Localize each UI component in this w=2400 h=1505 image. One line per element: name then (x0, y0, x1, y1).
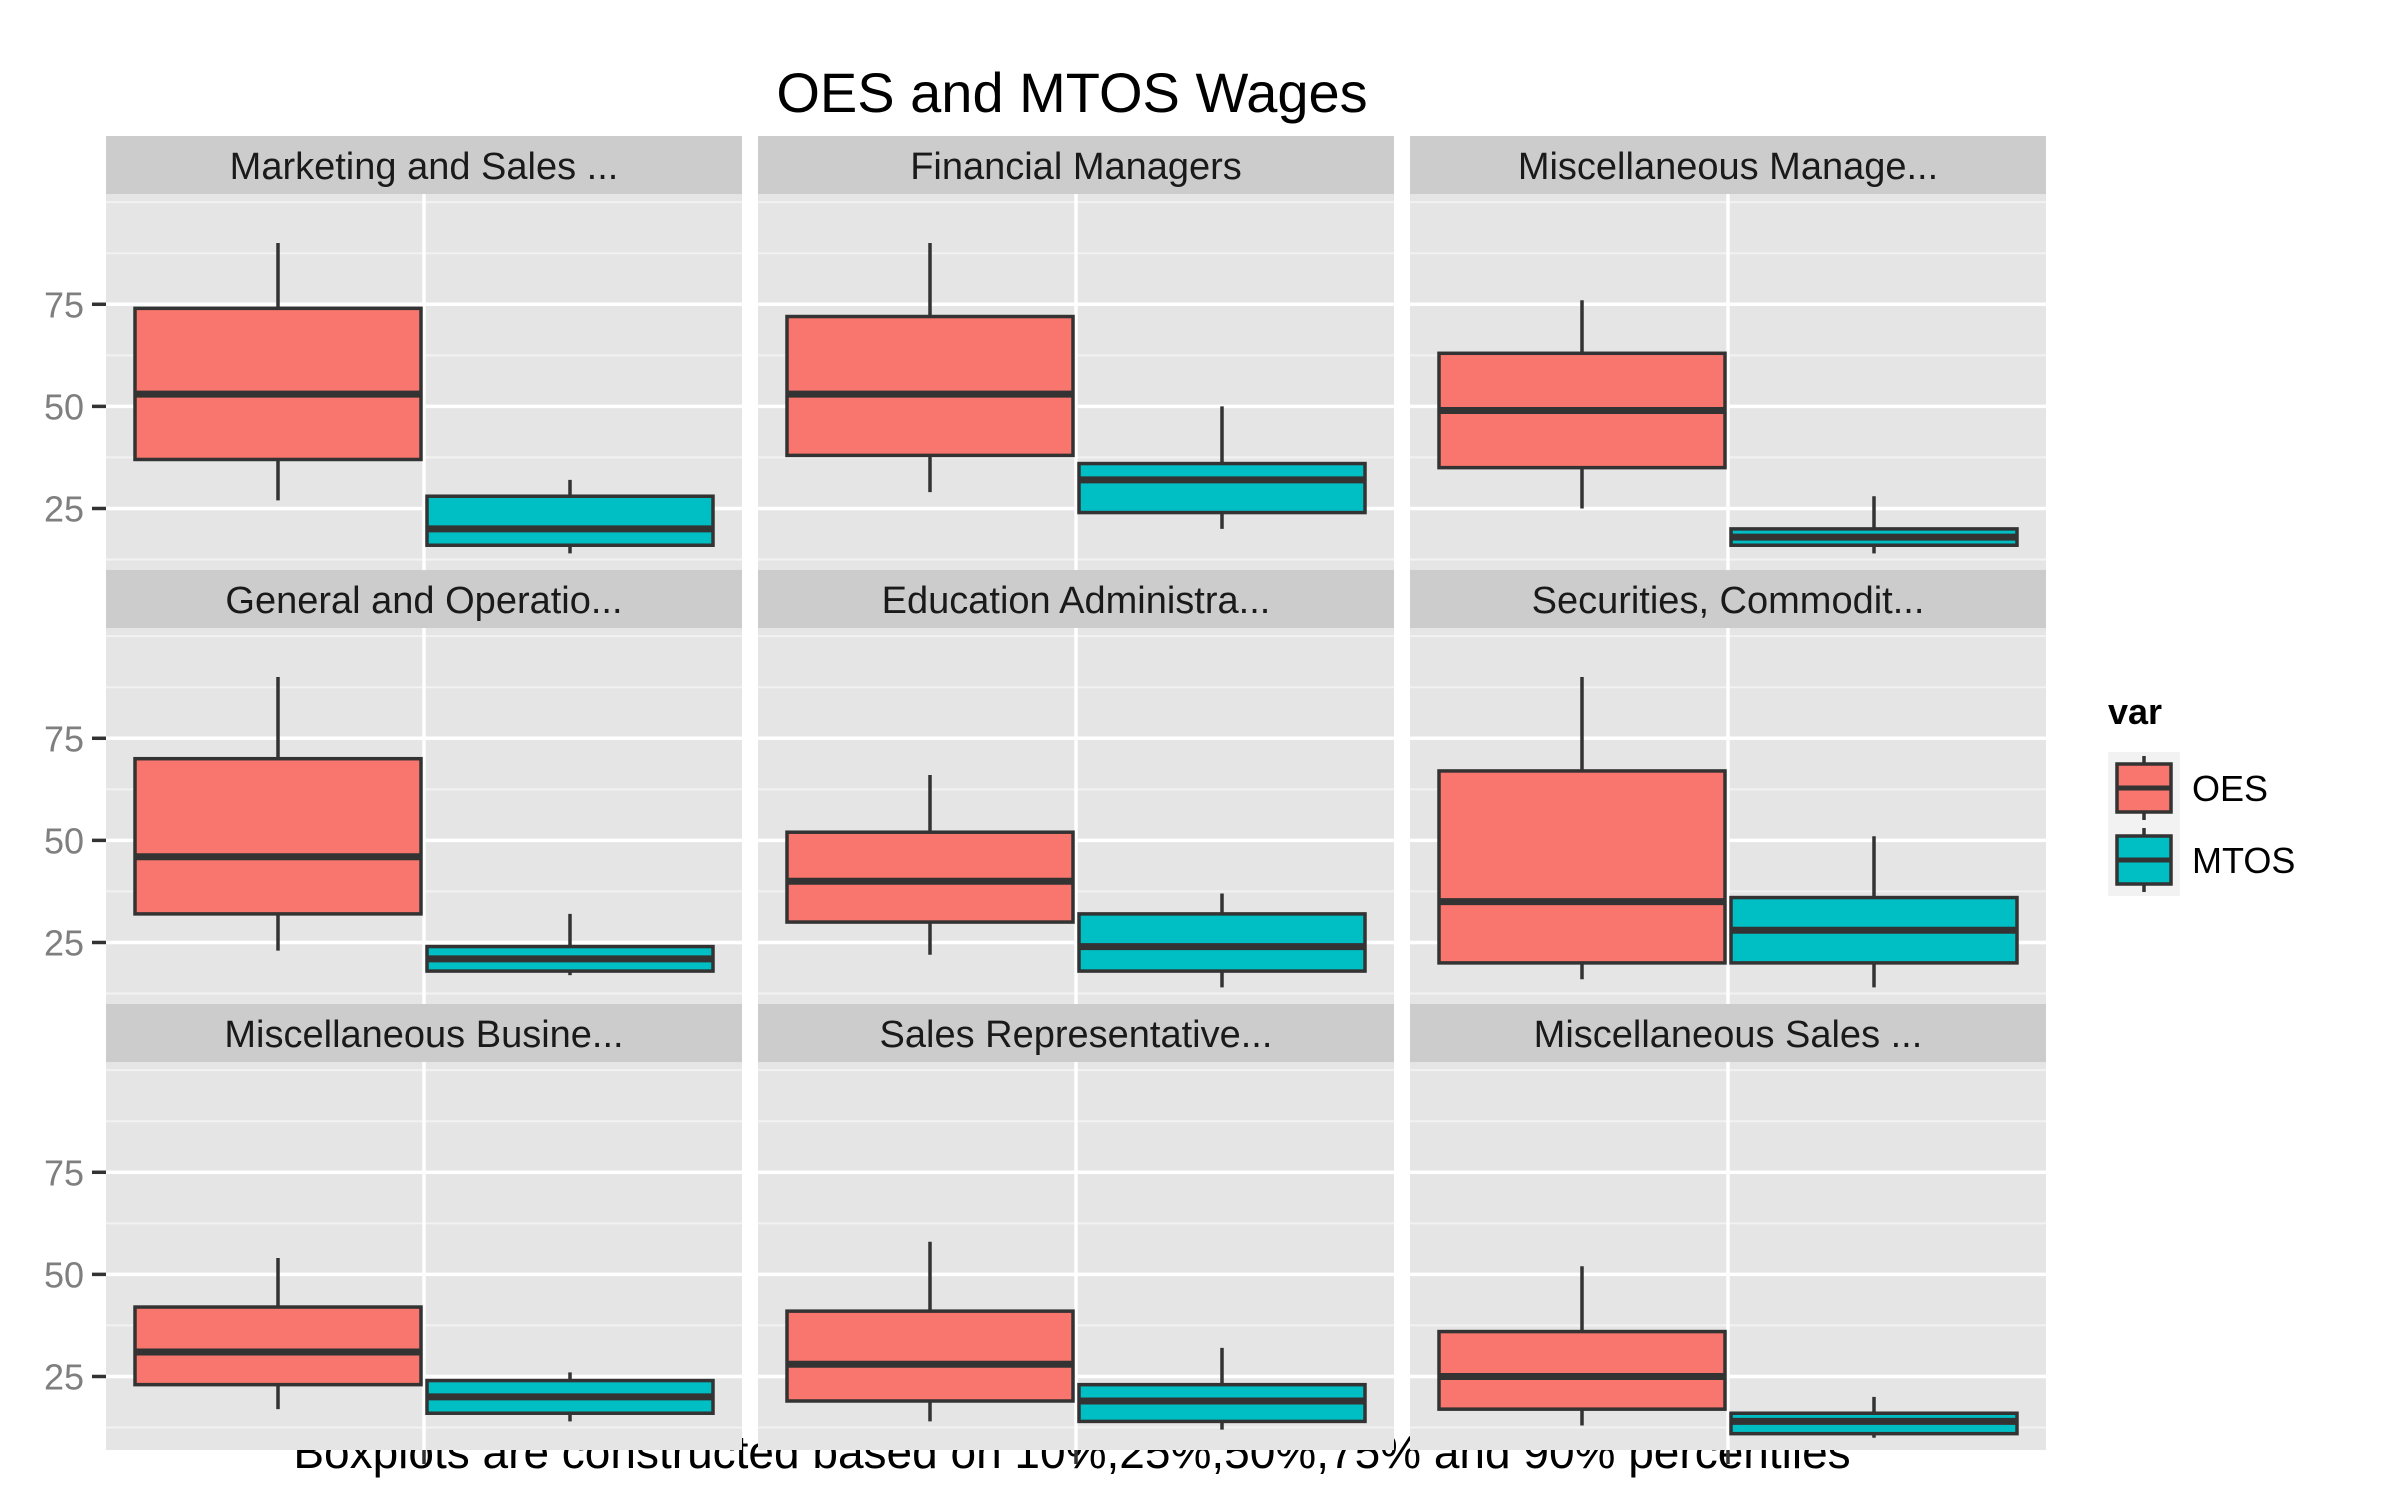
y-tick-label: 75 (44, 284, 84, 325)
box-oes (785, 243, 1075, 493)
box-mtos (1729, 836, 2019, 988)
facet-label: Miscellaneous Busine... (224, 1014, 623, 1056)
box-mtos (425, 1372, 715, 1422)
box-body (785, 314, 1075, 458)
facet-label: Miscellaneous Sales ... (1534, 1014, 1923, 1056)
facet-strip (106, 570, 742, 628)
box-body (133, 306, 423, 462)
y-tick-label: 75 (44, 718, 84, 759)
y-tick-label: 50 (44, 386, 84, 427)
facet-panel: Miscellaneous Busine... 25 50 75 (44, 1004, 742, 1464)
box-body (1437, 769, 1727, 965)
box-mtos (1729, 1396, 2019, 1438)
facet-strip (106, 136, 742, 194)
box-oes (785, 775, 1075, 955)
legend-entry-mtos: MTOS (2108, 824, 2295, 896)
facet-label: Financial Managers (910, 146, 1242, 188)
box-mtos (1077, 406, 1367, 529)
facet-panel: Education Administra... (758, 570, 1394, 1030)
y-tick-label: 25 (44, 922, 84, 963)
box-body (785, 1309, 1075, 1403)
facet-strip (1410, 136, 2046, 194)
chart-title: OES and MTOS Wages (776, 61, 1367, 124)
facet-strip (758, 570, 1394, 628)
facet-label: Education Administra... (882, 580, 1271, 622)
facet-strip (758, 136, 1394, 194)
box-mtos (1077, 1347, 1367, 1430)
box-oes (133, 1258, 423, 1410)
box-body (133, 1305, 423, 1387)
facet-label: Miscellaneous Manage... (1518, 146, 1938, 188)
box-mtos (425, 479, 715, 554)
box-mtos (1077, 893, 1367, 988)
legend: var OES MTOS (2108, 691, 2295, 896)
box-body (1437, 1329, 1727, 1411)
y-tick-label: 75 (44, 1152, 84, 1193)
box-mtos (1729, 496, 2019, 554)
facet-label: Securities, Commodit... (1532, 580, 1925, 622)
box-oes (133, 243, 423, 501)
y-tick-label: 25 (44, 1356, 84, 1397)
facet-panel: Miscellaneous Manage... (1410, 136, 2046, 596)
y-tick-label: 50 (44, 1254, 84, 1295)
legend-label: OES (2192, 768, 2268, 809)
legend-label: MTOS (2192, 840, 2295, 881)
box-body (785, 830, 1075, 924)
box-body (1077, 461, 1367, 515)
facet-panel: Financial Managers (758, 136, 1394, 596)
box-body (425, 494, 715, 547)
facet-strip (1410, 1004, 2046, 1062)
box-oes (133, 677, 423, 951)
legend-entry-oes: OES (2108, 752, 2268, 824)
facet-strip (758, 1004, 1394, 1062)
y-tick-label: 25 (44, 488, 84, 529)
facet-panel: Securities, Commodit... (1410, 570, 2046, 1030)
facet-label: Marketing and Sales ... (230, 146, 619, 188)
box-oes (785, 1241, 1075, 1422)
box-body (1077, 912, 1367, 973)
legend-title: var (2108, 691, 2162, 732)
facet-strip (1410, 570, 2046, 628)
facet-panel: Sales Representative... (758, 1004, 1394, 1464)
facet-label: Sales Representative... (880, 1014, 1273, 1056)
facet-panel: Marketing and Sales ... 25 50 75 (44, 136, 742, 596)
y-tick-label: 50 (44, 820, 84, 861)
facet-panel: Miscellaneous Sales ... (1410, 1004, 2046, 1464)
facets-layer: Marketing and Sales ... 25 50 75 Financial M… (44, 136, 2046, 1464)
facet-label: General and Operatio... (225, 580, 622, 622)
box-oes (1437, 300, 1727, 509)
box-mtos (425, 913, 715, 976)
facet-strip (106, 1004, 742, 1062)
facet-panel: General and Operatio... 25 50 75 (44, 570, 742, 1030)
box-oes (1437, 1266, 1727, 1426)
box-body (133, 756, 423, 916)
box-oes (1437, 677, 1727, 980)
